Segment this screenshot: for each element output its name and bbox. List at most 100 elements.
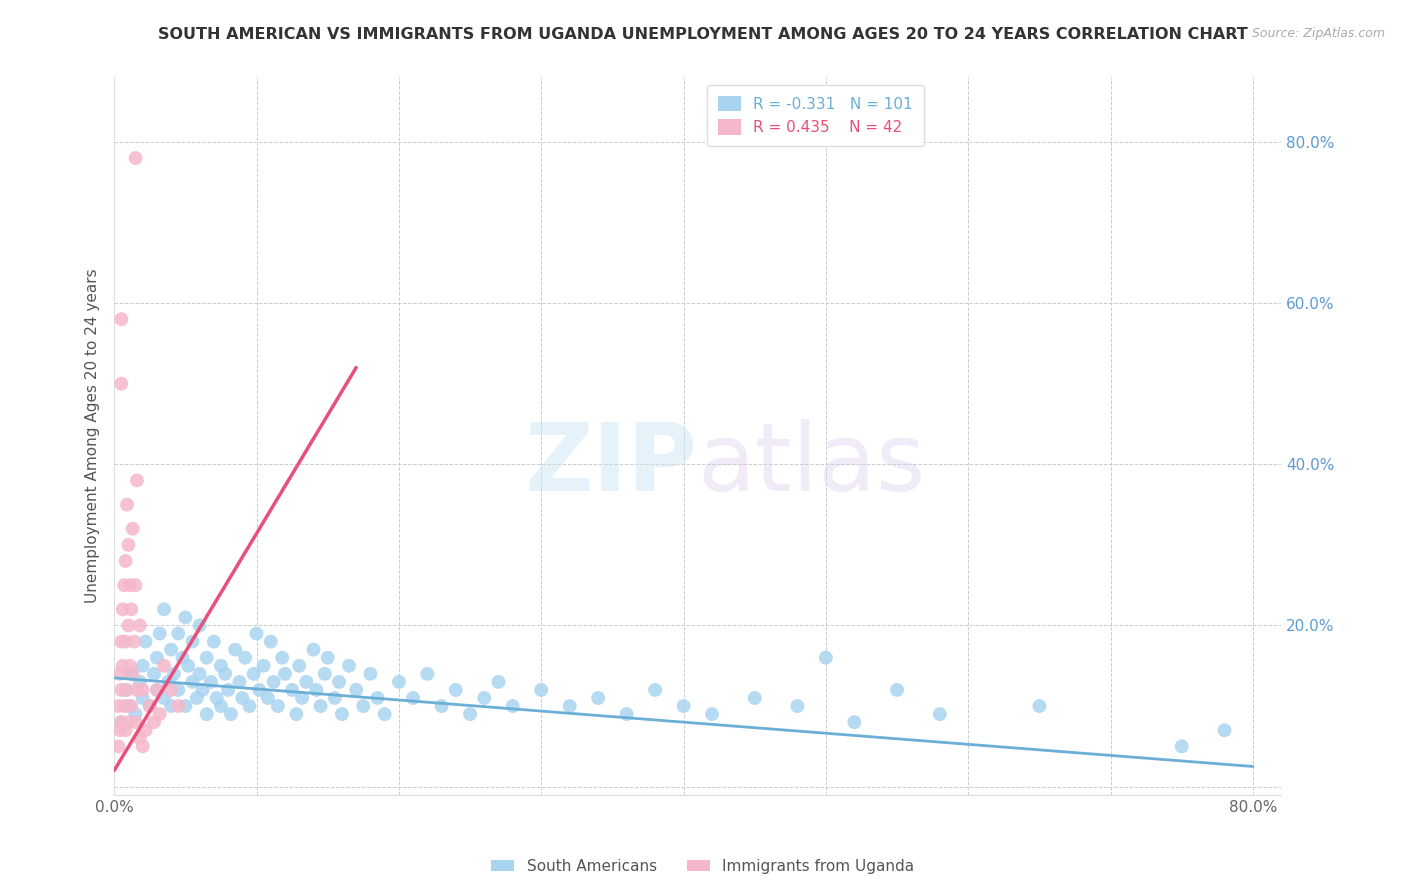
Point (122, 634, 145, 648)
Point (402, 690, 425, 705)
Point (219, 707, 242, 722)
Point (110, 312, 132, 326)
Point (886, 682, 908, 697)
Point (330, 707, 353, 722)
Point (146, 650, 169, 665)
Point (110, 715, 132, 730)
Point (224, 642, 246, 657)
Point (110, 682, 132, 697)
Point (359, 666, 381, 681)
Point (616, 707, 638, 722)
Point (231, 690, 253, 705)
Point (167, 682, 190, 697)
Point (388, 674, 411, 689)
Point (108, 723, 131, 738)
Point (131, 682, 153, 697)
Point (233, 650, 256, 665)
Point (146, 682, 169, 697)
Point (444, 682, 467, 697)
Point (120, 699, 142, 714)
Point (111, 602, 134, 616)
Point (120, 602, 142, 616)
Point (167, 626, 190, 640)
Point (118, 578, 141, 592)
Point (117, 618, 139, 632)
Point (131, 658, 153, 673)
Point (153, 602, 176, 616)
Point (134, 634, 156, 648)
Point (472, 690, 495, 705)
Point (316, 650, 339, 665)
Point (149, 707, 172, 722)
Point (288, 658, 311, 673)
Point (458, 707, 481, 722)
Point (430, 699, 453, 714)
Point (209, 658, 232, 673)
Point (488, 674, 510, 689)
Point (1213, 723, 1236, 738)
Point (121, 522, 143, 536)
Point (117, 715, 139, 730)
Point (149, 626, 172, 640)
Point (160, 682, 183, 697)
Point (114, 723, 136, 738)
Point (274, 666, 297, 681)
Point (205, 690, 228, 705)
Point (146, 682, 169, 697)
Point (114, 554, 136, 568)
Point (323, 690, 346, 705)
Point (114, 682, 136, 697)
Point (153, 658, 176, 673)
Point (124, 715, 146, 730)
Point (157, 674, 180, 689)
Point (115, 498, 138, 512)
Point (195, 707, 218, 722)
Y-axis label: Unemployment Among Ages 20 to 24 years: Unemployment Among Ages 20 to 24 years (86, 268, 100, 603)
Point (260, 634, 283, 648)
Point (186, 690, 208, 705)
Point (928, 707, 950, 722)
Point (124, 578, 146, 592)
Point (139, 699, 162, 714)
Point (228, 674, 250, 689)
Point (125, 474, 148, 488)
Point (814, 650, 837, 665)
Point (118, 658, 141, 673)
Point (502, 699, 524, 714)
Point (177, 658, 200, 673)
Point (153, 690, 176, 705)
Point (786, 699, 808, 714)
Point (200, 674, 222, 689)
Point (374, 707, 396, 722)
Point (188, 666, 211, 681)
Point (128, 731, 150, 746)
Point (111, 658, 134, 673)
Point (195, 650, 218, 665)
Point (117, 538, 139, 552)
Point (247, 682, 270, 697)
Point (352, 699, 374, 714)
Point (114, 634, 136, 648)
Point (131, 690, 153, 705)
Point (191, 682, 214, 697)
Point (112, 699, 135, 714)
Point (125, 682, 148, 697)
Point (672, 699, 695, 714)
Point (110, 715, 132, 730)
Point (108, 666, 131, 681)
Point (1028, 699, 1050, 714)
Point (143, 666, 166, 681)
Text: ZIP: ZIP (524, 418, 697, 511)
Point (174, 699, 197, 714)
Point (131, 739, 153, 754)
Point (120, 666, 142, 681)
Point (188, 618, 211, 632)
Point (367, 690, 389, 705)
Point (302, 642, 325, 657)
Point (558, 699, 581, 714)
Point (181, 674, 204, 689)
Point (128, 674, 150, 689)
Point (163, 666, 186, 681)
Point (202, 634, 225, 648)
Point (253, 658, 276, 673)
